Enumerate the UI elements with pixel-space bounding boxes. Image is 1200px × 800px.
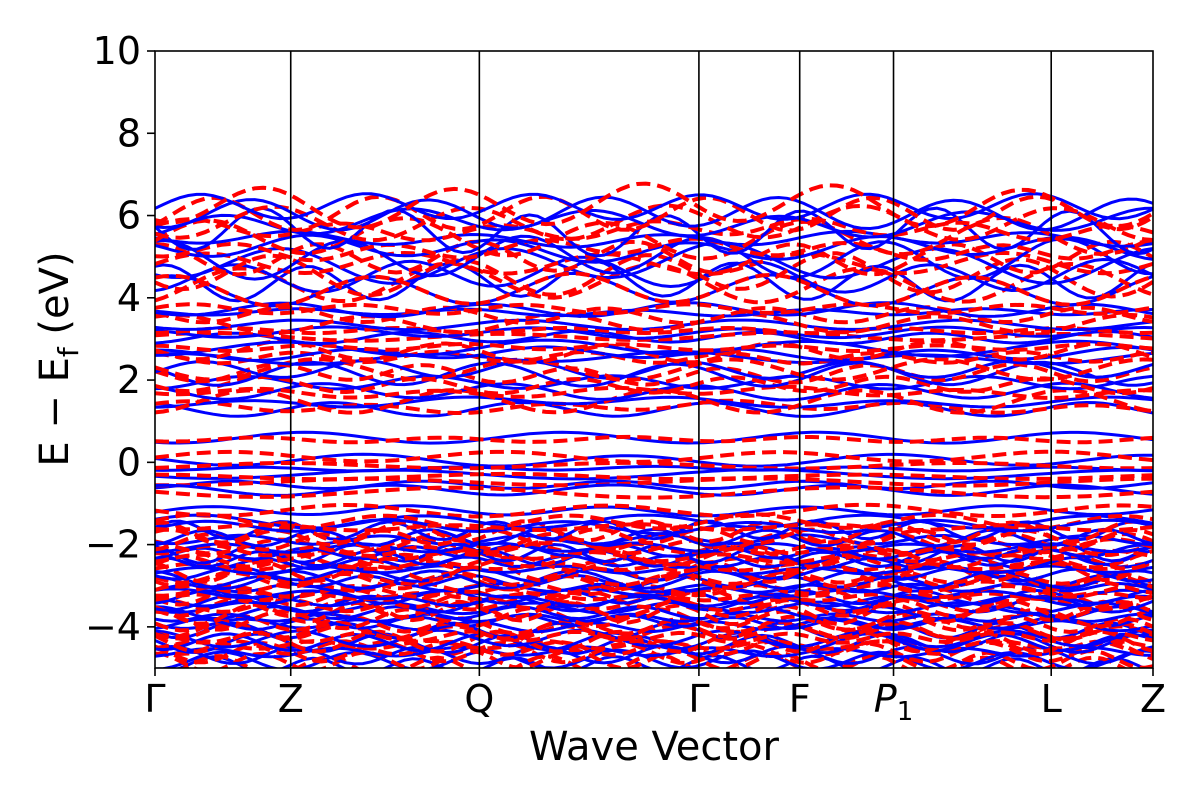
band-line-spin-down [155,236,1153,263]
y-axis-label: E − Ef (eV) [32,251,85,466]
kpoint-label: Γ [144,677,165,721]
x-tick-label: P1 [874,677,913,727]
x-tick-label: Γ [144,677,165,721]
band-line-spin-up [155,504,1153,518]
y-tick-label: 10 [93,29,141,73]
band-line-spin-up [155,329,1153,346]
y-tick-label: 8 [117,111,141,155]
band-line-spin-down [155,552,1153,574]
band-line-spin-up [155,192,1153,221]
band-line-spin-up [155,430,1153,445]
band-line-spin-up [155,645,1153,659]
y-tick-label: −4 [85,605,141,649]
band-line-spin-up [155,307,1153,318]
x-tick-label: L [1041,677,1062,721]
y-axis-label-sub: f [52,346,85,357]
band-line-spin-up [155,483,1153,497]
band-line-spin-down [155,362,1153,387]
band-line-spin-up [155,464,1153,473]
kpoint-label: F [789,677,811,721]
y-tick-label: 0 [117,440,141,484]
band-line-spin-down [155,305,1153,326]
band-line-spin-up [155,479,1153,491]
kpoint-label: L [1041,677,1062,721]
band-line-spin-up [155,548,1153,569]
kpoint-label: Q [464,677,494,721]
band-line-spin-up [155,395,1153,409]
band-line-spin-up [155,581,1153,594]
band-line-spin-down [155,558,1153,584]
kpoint-label: Γ [688,677,709,721]
band-line-spin-down [155,311,1153,336]
band-line-spin-down [155,357,1153,382]
bands-layer [155,181,1153,668]
band-line-spin-up [155,301,1153,319]
band-line-spin-down [155,512,1153,532]
x-tick-label: Z [278,677,304,721]
y-tick-label: 2 [117,358,141,402]
band-line-spin-down [155,531,1153,552]
band-line-spin-up [155,206,1153,239]
band-line-spin-down [155,586,1153,611]
band-line-spin-down [155,519,1153,545]
kpoint-label: Z [1140,677,1166,721]
band-line-spin-down [155,251,1153,299]
y-tick-label: −2 [85,523,141,567]
band-line-spin-down [155,374,1153,396]
band-line-spin-up [155,206,1153,258]
band-line-spin-up [155,233,1153,264]
band-line-spin-down [155,271,1153,308]
band-line-spin-down [155,648,1153,668]
x-tick-label: Γ [688,677,709,721]
band-line-spin-up [155,359,1153,380]
kpath-lines [289,51,1053,668]
band-line-spin-down [155,194,1153,233]
band-line-spin-up [155,325,1153,340]
band-line-spin-down [155,526,1153,547]
band-line-spin-down [155,629,1153,645]
kpoint-label: P [874,677,897,721]
y-tick-label: 6 [117,194,141,238]
plot-frame [154,50,1154,669]
y-tick-label: 4 [117,276,141,320]
x-tick-label: Z [1140,677,1166,721]
band-line-spin-down [155,471,1153,482]
x-tick-label: Q [464,677,494,721]
x-axis: Γ Z Q Γ F P1 L Z [144,668,1166,727]
band-line-spin-up [155,400,1153,418]
y-axis: 10 8 6 4 2 0 −2 −4 [85,29,155,649]
y-axis-label-main: E − E [32,357,78,467]
band-line-spin-down [155,434,1153,445]
band-line-spin-down [155,341,1153,354]
x-tick-label: F [789,677,811,721]
band-line-spin-up [155,518,1153,536]
y-axis-label-unit: (eV) [32,251,78,347]
band-line-spin-down [155,640,1153,666]
band-line-spin-up [155,259,1153,303]
band-line-spin-down [155,330,1153,343]
band-line-spin-down [155,460,1153,471]
x-axis-label: Wave Vector [529,724,780,770]
kpoint-label: Z [278,677,304,721]
band-line-spin-down [155,476,1153,488]
band-line-spin-up [155,554,1153,571]
band-line-spin-down [155,181,1153,230]
band-line-spin-down [155,339,1153,365]
kpoint-label-sub: 1 [897,697,914,727]
band-line-spin-down [155,606,1153,632]
